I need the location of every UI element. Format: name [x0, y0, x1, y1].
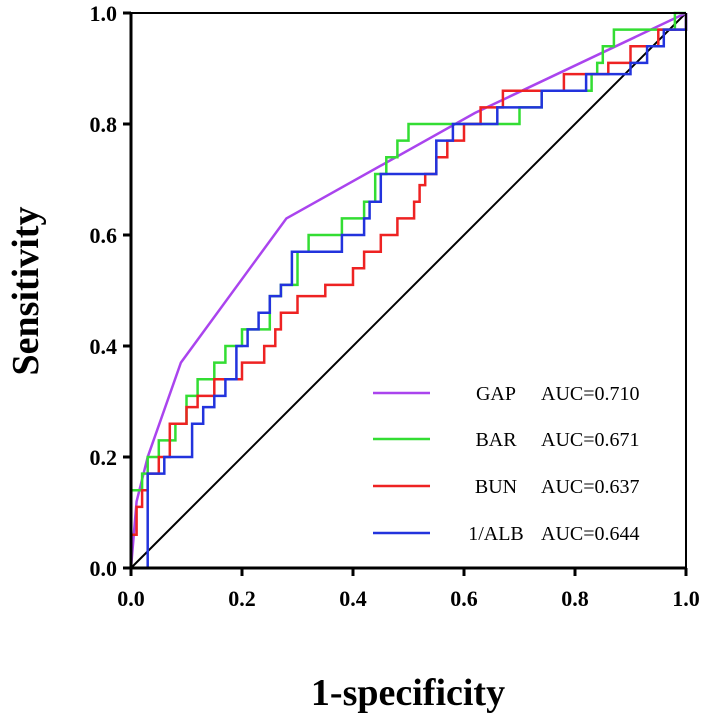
y-tick-label: 0.0 — [90, 556, 118, 581]
legend-label: 1/ALB — [468, 523, 524, 545]
legend-label: BAR — [475, 429, 517, 451]
series-line-bar — [131, 11, 686, 492]
legend-auc-label: AUC=0.671 — [541, 429, 640, 451]
legend: GAP AUC=0.710 BAR AUC=0.671 BUN AUC=0.637 1/AL… — [373, 383, 640, 545]
legend-auc-label: AUC=0.710 — [541, 383, 640, 405]
series-line-bun — [131, 13, 688, 536]
legend-label: GAP — [476, 383, 516, 405]
reference-diagonal-line — [130, 12, 687, 569]
series-line-1alb — [131, 13, 688, 570]
plot-area — [129, 11, 688, 570]
y-tick-label: 0.4 — [90, 334, 118, 359]
legend-auc-label: AUC=0.644 — [541, 523, 640, 545]
y-tick-label: 0.8 — [90, 112, 118, 137]
y-tick-label: 1.0 — [90, 1, 118, 26]
x-tick-label: 0.6 — [450, 586, 478, 611]
y-tick-label: 0.6 — [90, 223, 118, 248]
y-axis-title: Sensitivity — [5, 207, 47, 376]
x-axis-title: 1-specificity — [311, 672, 505, 714]
x-tick-label: 1.0 — [672, 586, 700, 611]
series-line-gap — [129, 11, 687, 569]
x-tick-label: 0.2 — [228, 586, 256, 611]
legend-label: BUN — [475, 476, 517, 498]
legend-auc-label: AUC=0.637 — [541, 476, 640, 498]
ticks: 0.0 0.0 0.2 0.2 0.4 0.4 0.6 0.6 0.8 0.8 1.0 1.0 — [90, 1, 700, 611]
x-tick-label: 0.0 — [117, 586, 145, 611]
x-tick-label: 0.8 — [561, 586, 589, 611]
x-tick-label: 0.4 — [339, 586, 367, 611]
axes — [129, 12, 687, 570]
y-tick-label: 0.2 — [90, 445, 118, 470]
